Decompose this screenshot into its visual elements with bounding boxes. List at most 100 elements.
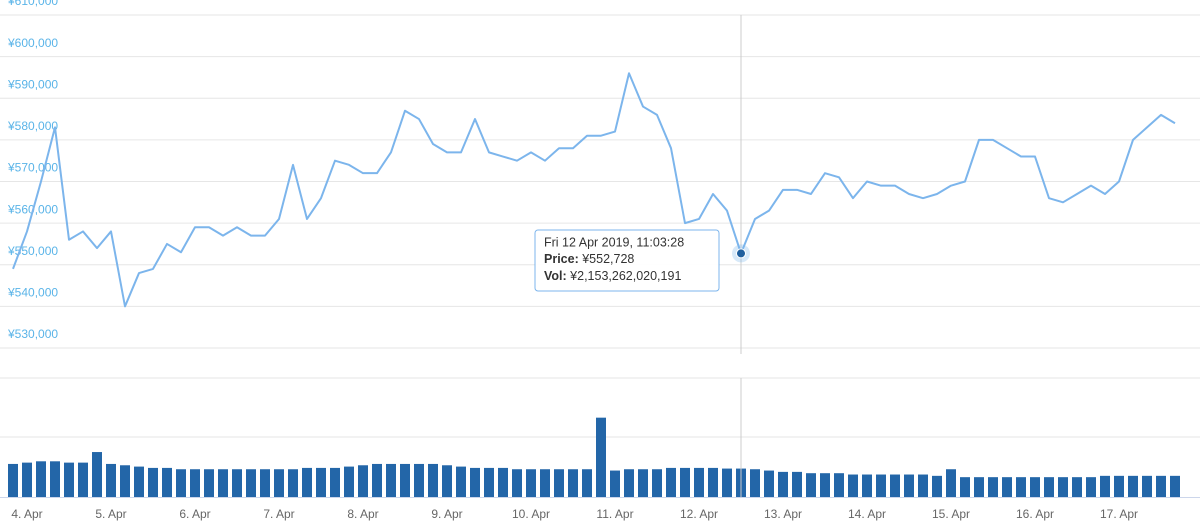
x-tick-label: 14. Apr — [848, 507, 886, 521]
volume-bar — [722, 468, 732, 497]
volume-bar — [820, 473, 830, 497]
volume-bar — [344, 466, 354, 497]
x-tick-label: 13. Apr — [764, 507, 802, 521]
x-tick-label: 6. Apr — [179, 507, 210, 521]
volume-bar — [1002, 477, 1012, 497]
volume-bar — [554, 469, 564, 497]
x-tick-label: 8. Apr — [347, 507, 378, 521]
volume-bar — [582, 469, 592, 497]
tooltip-value: ¥2,153,262,020,191 — [569, 269, 681, 283]
volume-bar — [708, 467, 718, 497]
volume-bar — [78, 462, 88, 497]
x-tick-label: 10. Apr — [512, 507, 550, 521]
volume-bar — [596, 417, 606, 497]
volume-bar — [1086, 477, 1096, 497]
x-tick-label: 16. Apr — [1016, 507, 1054, 521]
x-tick-label: 15. Apr — [932, 507, 970, 521]
volume-bar — [22, 462, 32, 497]
volume-bar — [358, 465, 368, 497]
volume-bar — [274, 469, 284, 497]
volume-bar — [512, 469, 522, 497]
volume-bar — [750, 469, 760, 497]
volume-bar — [428, 463, 438, 497]
tooltip: Fri 12 Apr 2019, 11:03:28 Price: ¥552,72… — [534, 229, 720, 292]
volume-bar — [498, 467, 508, 497]
volume-bar — [834, 473, 844, 497]
volume-bar — [456, 466, 466, 497]
tooltip-row: Price: ¥552,728 — [544, 252, 634, 266]
tooltip-label: Vol: — [544, 269, 567, 283]
volume-bar — [792, 471, 802, 497]
tooltip-label: Price: — [544, 252, 579, 266]
x-tick-label: 12. Apr — [680, 507, 718, 521]
volume-bar — [260, 469, 270, 497]
volume-bar — [288, 469, 298, 497]
volume-bar — [624, 469, 634, 497]
tooltip-box — [534, 229, 720, 292]
volume-bar — [666, 467, 676, 497]
x-tick-label: 7. Apr — [263, 507, 294, 521]
volume-bar — [400, 463, 410, 497]
volume-bar — [246, 469, 256, 497]
volume-bar — [36, 461, 46, 497]
volume-bar — [1156, 475, 1166, 497]
volume-bar — [148, 467, 158, 497]
volume-bar — [1114, 475, 1124, 497]
volume-bar — [946, 469, 956, 497]
volume-bar — [1030, 477, 1040, 497]
volume-bar — [932, 475, 942, 497]
volume-bar — [134, 466, 144, 497]
volume-bar — [1058, 477, 1068, 497]
volume-bar — [694, 467, 704, 497]
volume-bar — [680, 467, 690, 497]
x-tick-label: 17. Apr — [1100, 507, 1138, 521]
volume-bar — [568, 469, 578, 497]
volume-bar — [876, 474, 886, 497]
volume-bar — [1170, 475, 1180, 497]
volume-bar — [470, 467, 480, 497]
y-tick-label: ¥570,000 — [7, 161, 58, 175]
y-tick-label: ¥580,000 — [7, 119, 58, 133]
volume-bar — [316, 467, 326, 497]
volume-bar — [92, 452, 102, 497]
volume-bar — [610, 470, 620, 497]
volume-bar — [1016, 477, 1026, 497]
volume-bar — [162, 467, 172, 497]
volume-bar — [890, 474, 900, 497]
volume-bar — [988, 477, 998, 497]
volume-bar — [50, 461, 60, 497]
tooltip-row: Vol: ¥2,153,262,020,191 — [544, 269, 681, 283]
volume-bar — [862, 474, 872, 497]
volume-bar — [806, 473, 816, 497]
volume-bar — [120, 465, 130, 497]
volume-bar — [848, 474, 858, 497]
x-tick-label: 11. Apr — [596, 507, 633, 521]
volume-bar — [1100, 475, 1110, 497]
volume-bar — [652, 469, 662, 497]
y-tick-label: ¥540,000 — [7, 286, 58, 300]
volume-bar — [442, 465, 452, 497]
volume-bar — [764, 470, 774, 497]
y-tick-label: ¥600,000 — [7, 36, 58, 50]
volume-bar — [176, 469, 186, 497]
hover-marker — [736, 248, 746, 259]
volume-bar — [1142, 475, 1152, 497]
volume-bar — [526, 469, 536, 497]
volume-bar — [638, 469, 648, 497]
volume-bar — [372, 463, 382, 497]
volume-bar — [1044, 477, 1054, 497]
tooltip-value: ¥552,728 — [581, 252, 634, 266]
x-tick-label: 5. Apr — [95, 507, 126, 521]
volume-bar — [64, 462, 74, 497]
volume-bar — [918, 474, 928, 497]
y-tick-label: ¥610,000 — [7, 0, 58, 8]
volume-bar — [386, 463, 396, 497]
volume-bar — [540, 469, 550, 497]
volume-bar — [8, 463, 18, 497]
volume-bar — [960, 477, 970, 497]
volume-bar — [904, 474, 914, 497]
volume-bar — [484, 467, 494, 497]
